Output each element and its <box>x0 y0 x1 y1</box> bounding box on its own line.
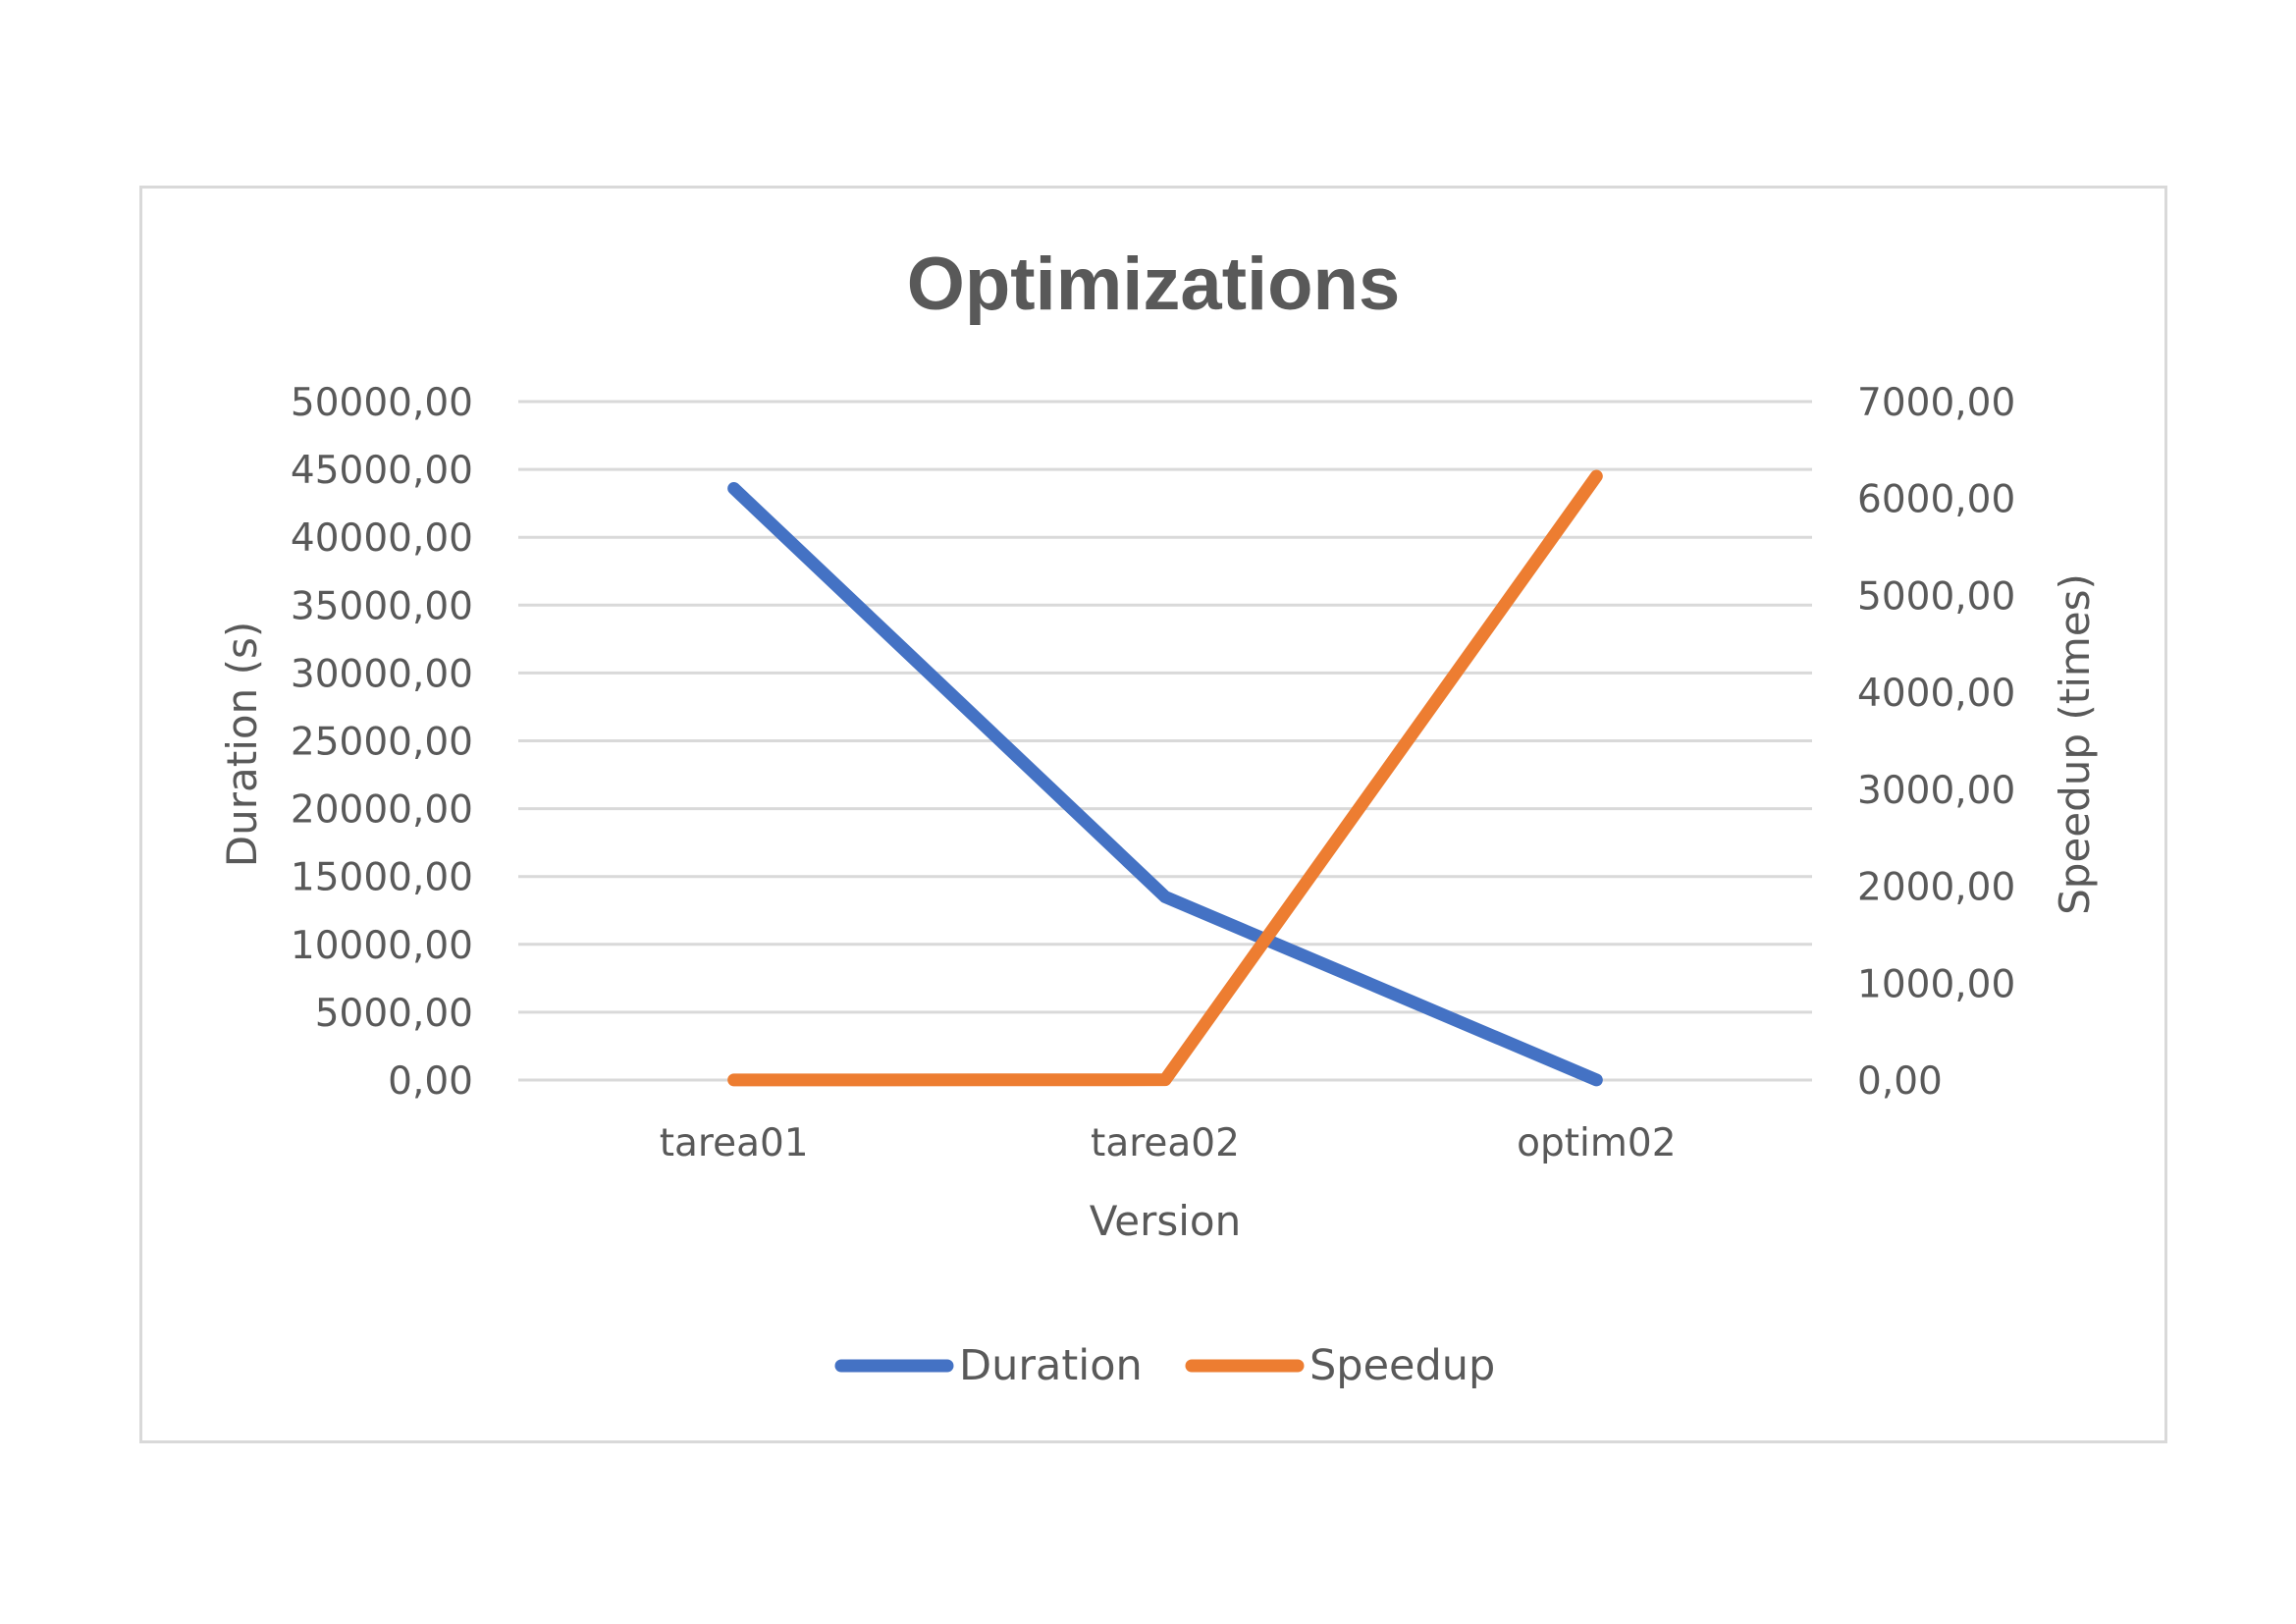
y2-tick-label: 6000,00 <box>1857 478 2015 522</box>
y2-tick-label: 0,00 <box>1857 1059 1943 1104</box>
x-axis-ticks: tarea01 tarea02 optim02 <box>660 1121 1677 1165</box>
y-axis-right-ticks: 0,00 1000,00 2000,00 3000,00 4000,00 5000,00 6… <box>1857 381 2015 1104</box>
y2-tick-label: 5000,00 <box>1857 574 2015 619</box>
series-lines <box>727 469 1603 1087</box>
y2-tick-label: 3000,00 <box>1857 769 2015 813</box>
y-tick-label: 5000,00 <box>315 992 473 1036</box>
chart-title: Optimizations <box>907 243 1400 326</box>
y-tick-label: 10000,00 <box>291 924 473 968</box>
y-axis-left-title: Duration (s) <box>218 622 266 867</box>
y2-tick-label: 4000,00 <box>1857 672 2015 716</box>
y-axis-left-ticks: 0,00 5000,00 10000,00 15000,00 20000,00 25000… <box>291 381 473 1104</box>
x-axis-title: Version <box>1090 1197 1241 1245</box>
series-line-speedup <box>727 469 1603 1087</box>
x-tick-label: tarea01 <box>660 1121 809 1165</box>
y-tick-label: 25000,00 <box>291 721 473 765</box>
y-tick-label: 35000,00 <box>291 584 473 628</box>
gridlines <box>518 400 1812 1082</box>
y-tick-label: 0,00 <box>388 1059 473 1104</box>
series-line-duration <box>727 481 1603 1087</box>
legend: Duration Speedup <box>834 1341 1495 1390</box>
y2-tick-label: 1000,00 <box>1857 962 2015 1006</box>
chart-frame <box>139 186 2167 1443</box>
y-tick-label: 45000,00 <box>291 449 473 493</box>
y-tick-label: 20000,00 <box>291 788 473 833</box>
y-tick-label: 40000,00 <box>291 516 473 561</box>
x-tick-label: tarea02 <box>1091 1121 1240 1165</box>
y-axis-right-title: Speedup (times) <box>2051 573 2099 915</box>
y2-tick-label: 7000,00 <box>1857 381 2015 425</box>
legend-label-duration: Duration <box>959 1341 1143 1390</box>
x-tick-label: optim02 <box>1517 1121 1676 1165</box>
y-tick-label: 30000,00 <box>291 652 473 696</box>
y-tick-label: 50000,00 <box>291 381 473 425</box>
legend-label-speedup: Speedup <box>1309 1341 1495 1390</box>
y-tick-label: 15000,00 <box>291 856 473 900</box>
y2-tick-label: 2000,00 <box>1857 866 2015 910</box>
